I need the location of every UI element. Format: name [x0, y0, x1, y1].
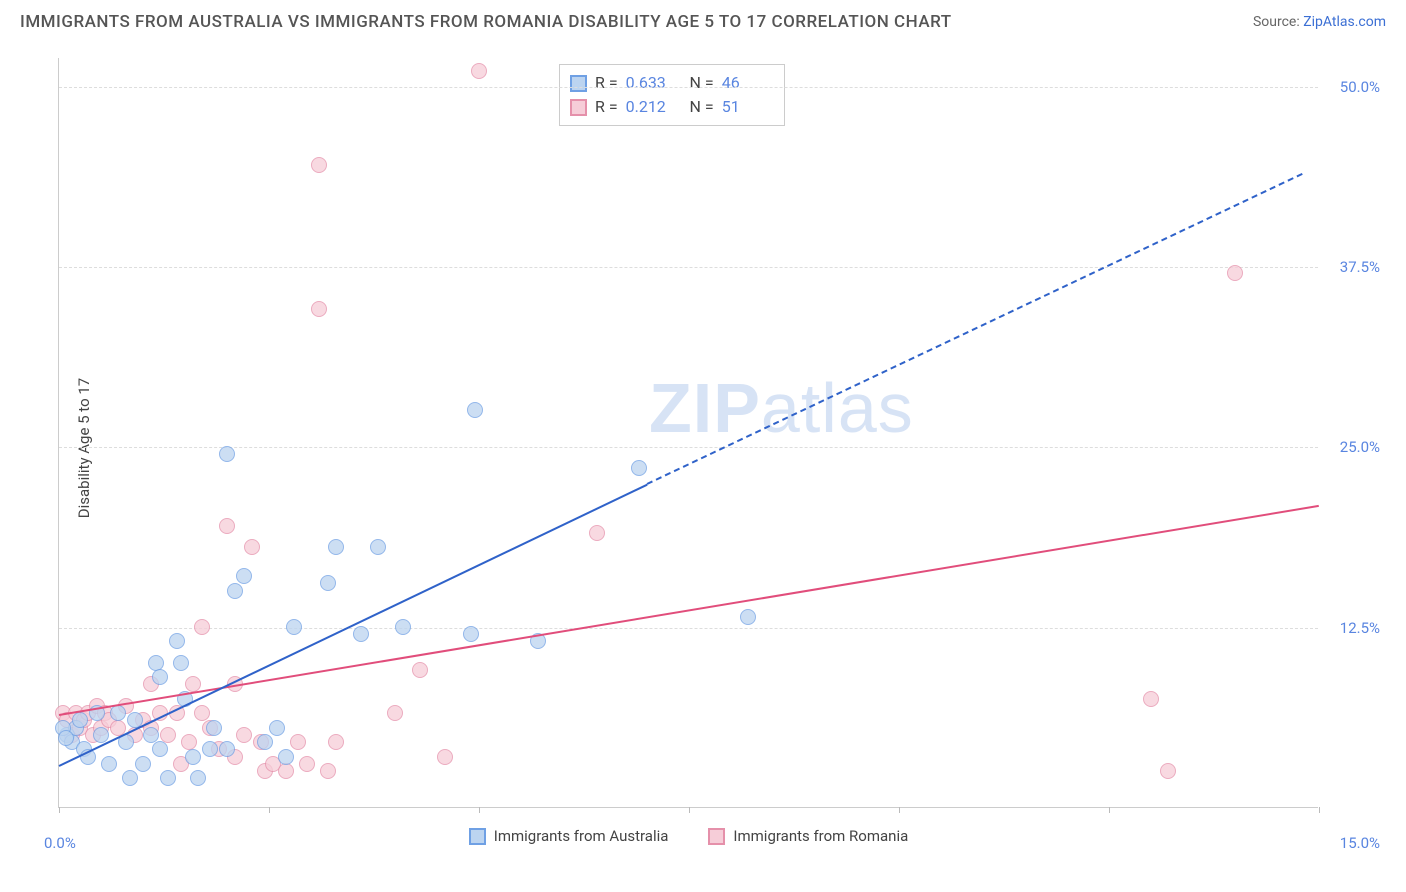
scatter-point-romania	[471, 63, 487, 79]
scatter-point-australia	[185, 749, 201, 765]
source-link[interactable]: ZipAtlas.com	[1303, 14, 1386, 30]
chart-area: Disability Age 5 to 17 ZIPatlas R =0.633…	[20, 48, 1386, 848]
scatter-point-australia	[269, 720, 285, 736]
x-tick	[689, 807, 690, 813]
scatter-point-romania	[437, 749, 453, 765]
scatter-point-australia	[169, 633, 185, 649]
scatter-point-australia	[631, 460, 647, 476]
legend-label: Immigrants from Romania	[733, 827, 908, 845]
scatter-point-australia	[135, 756, 151, 772]
scatter-point-romania	[412, 662, 428, 678]
scatter-point-romania	[236, 727, 252, 743]
x-tick	[899, 807, 900, 813]
legend-swatch	[570, 75, 587, 92]
scatter-point-australia	[236, 568, 252, 584]
x-tick	[1109, 807, 1110, 813]
legend-label: Immigrants from Australia	[494, 827, 669, 845]
scatter-point-australia	[190, 770, 206, 786]
scatter-point-australia	[110, 705, 126, 721]
scatter-point-australia	[370, 539, 386, 555]
trendline-australia-extrapolated	[647, 173, 1303, 485]
y-tick-label: 50.0%	[1340, 78, 1380, 96]
scatter-point-australia	[143, 727, 159, 743]
legend-item: Immigrants from Romania	[708, 827, 908, 845]
correlation-row: R =0.633 N =46	[570, 71, 770, 95]
x-axis-max-label: 15.0%	[1340, 834, 1380, 852]
scatter-point-australia	[463, 626, 479, 642]
series-legend: Immigrants from Australia Immigrants from…	[59, 827, 1318, 845]
scatter-point-romania	[194, 705, 210, 721]
correlation-legend-box: R =0.633 N =46R =0.212 N =51	[559, 64, 785, 126]
scatter-point-australia	[58, 730, 74, 746]
scatter-point-australia	[219, 741, 235, 757]
y-tick-label: 12.5%	[1340, 619, 1380, 637]
gridline	[59, 447, 1318, 448]
x-axis-min-label: 0.0%	[44, 834, 76, 852]
scatter-point-australia	[122, 770, 138, 786]
scatter-point-romania	[320, 763, 336, 779]
legend-swatch	[570, 99, 587, 116]
scatter-point-romania	[244, 539, 260, 555]
gridline	[59, 87, 1318, 88]
scatter-point-australia	[353, 626, 369, 642]
scatter-point-australia	[286, 619, 302, 635]
y-tick-label: 37.5%	[1340, 258, 1380, 276]
scatter-point-australia	[206, 720, 222, 736]
source-label: Source: ZipAtlas.com	[1253, 14, 1386, 30]
scatter-point-romania	[290, 734, 306, 750]
scatter-point-australia	[152, 669, 168, 685]
scatter-point-australia	[93, 727, 109, 743]
x-tick	[479, 807, 480, 813]
scatter-point-australia	[72, 712, 88, 728]
gridline	[59, 628, 1318, 629]
scatter-point-australia	[227, 583, 243, 599]
scatter-point-australia	[395, 619, 411, 635]
legend-swatch	[708, 828, 725, 845]
scatter-point-australia	[202, 741, 218, 757]
scatter-point-romania	[311, 157, 327, 173]
scatter-point-australia	[320, 575, 336, 591]
scatter-point-australia	[101, 756, 117, 772]
scatter-point-australia	[219, 446, 235, 462]
chart-title: IMMIGRANTS FROM AUSTRALIA VS IMMIGRANTS …	[20, 12, 952, 32]
plot-area: ZIPatlas R =0.633 N =46R =0.212 N =51 Im…	[58, 58, 1318, 808]
scatter-point-australia	[152, 741, 168, 757]
scatter-point-romania	[589, 525, 605, 541]
scatter-point-romania	[387, 705, 403, 721]
scatter-point-romania	[1160, 763, 1176, 779]
gridline	[59, 267, 1318, 268]
scatter-point-australia	[160, 770, 176, 786]
scatter-point-romania	[278, 763, 294, 779]
scatter-point-australia	[257, 734, 273, 750]
trendline-australia	[59, 484, 648, 767]
x-tick	[1319, 807, 1320, 813]
y-tick-label: 25.0%	[1340, 438, 1380, 456]
scatter-point-romania	[1143, 691, 1159, 707]
watermark: ZIPatlas	[649, 368, 914, 448]
scatter-point-romania	[160, 727, 176, 743]
legend-swatch	[469, 828, 486, 845]
scatter-point-australia	[328, 539, 344, 555]
correlation-row: R =0.212 N =51	[570, 95, 770, 119]
legend-item: Immigrants from Australia	[469, 827, 669, 845]
scatter-point-romania	[1227, 265, 1243, 281]
scatter-point-romania	[328, 734, 344, 750]
scatter-point-romania	[299, 756, 315, 772]
scatter-point-australia	[278, 749, 294, 765]
scatter-point-australia	[740, 609, 756, 625]
x-tick	[269, 807, 270, 813]
scatter-point-romania	[311, 301, 327, 317]
scatter-point-australia	[467, 402, 483, 418]
scatter-point-romania	[219, 518, 235, 534]
scatter-point-australia	[173, 655, 189, 671]
scatter-point-romania	[194, 619, 210, 635]
x-tick	[59, 807, 60, 813]
trendline-romania	[59, 505, 1319, 716]
